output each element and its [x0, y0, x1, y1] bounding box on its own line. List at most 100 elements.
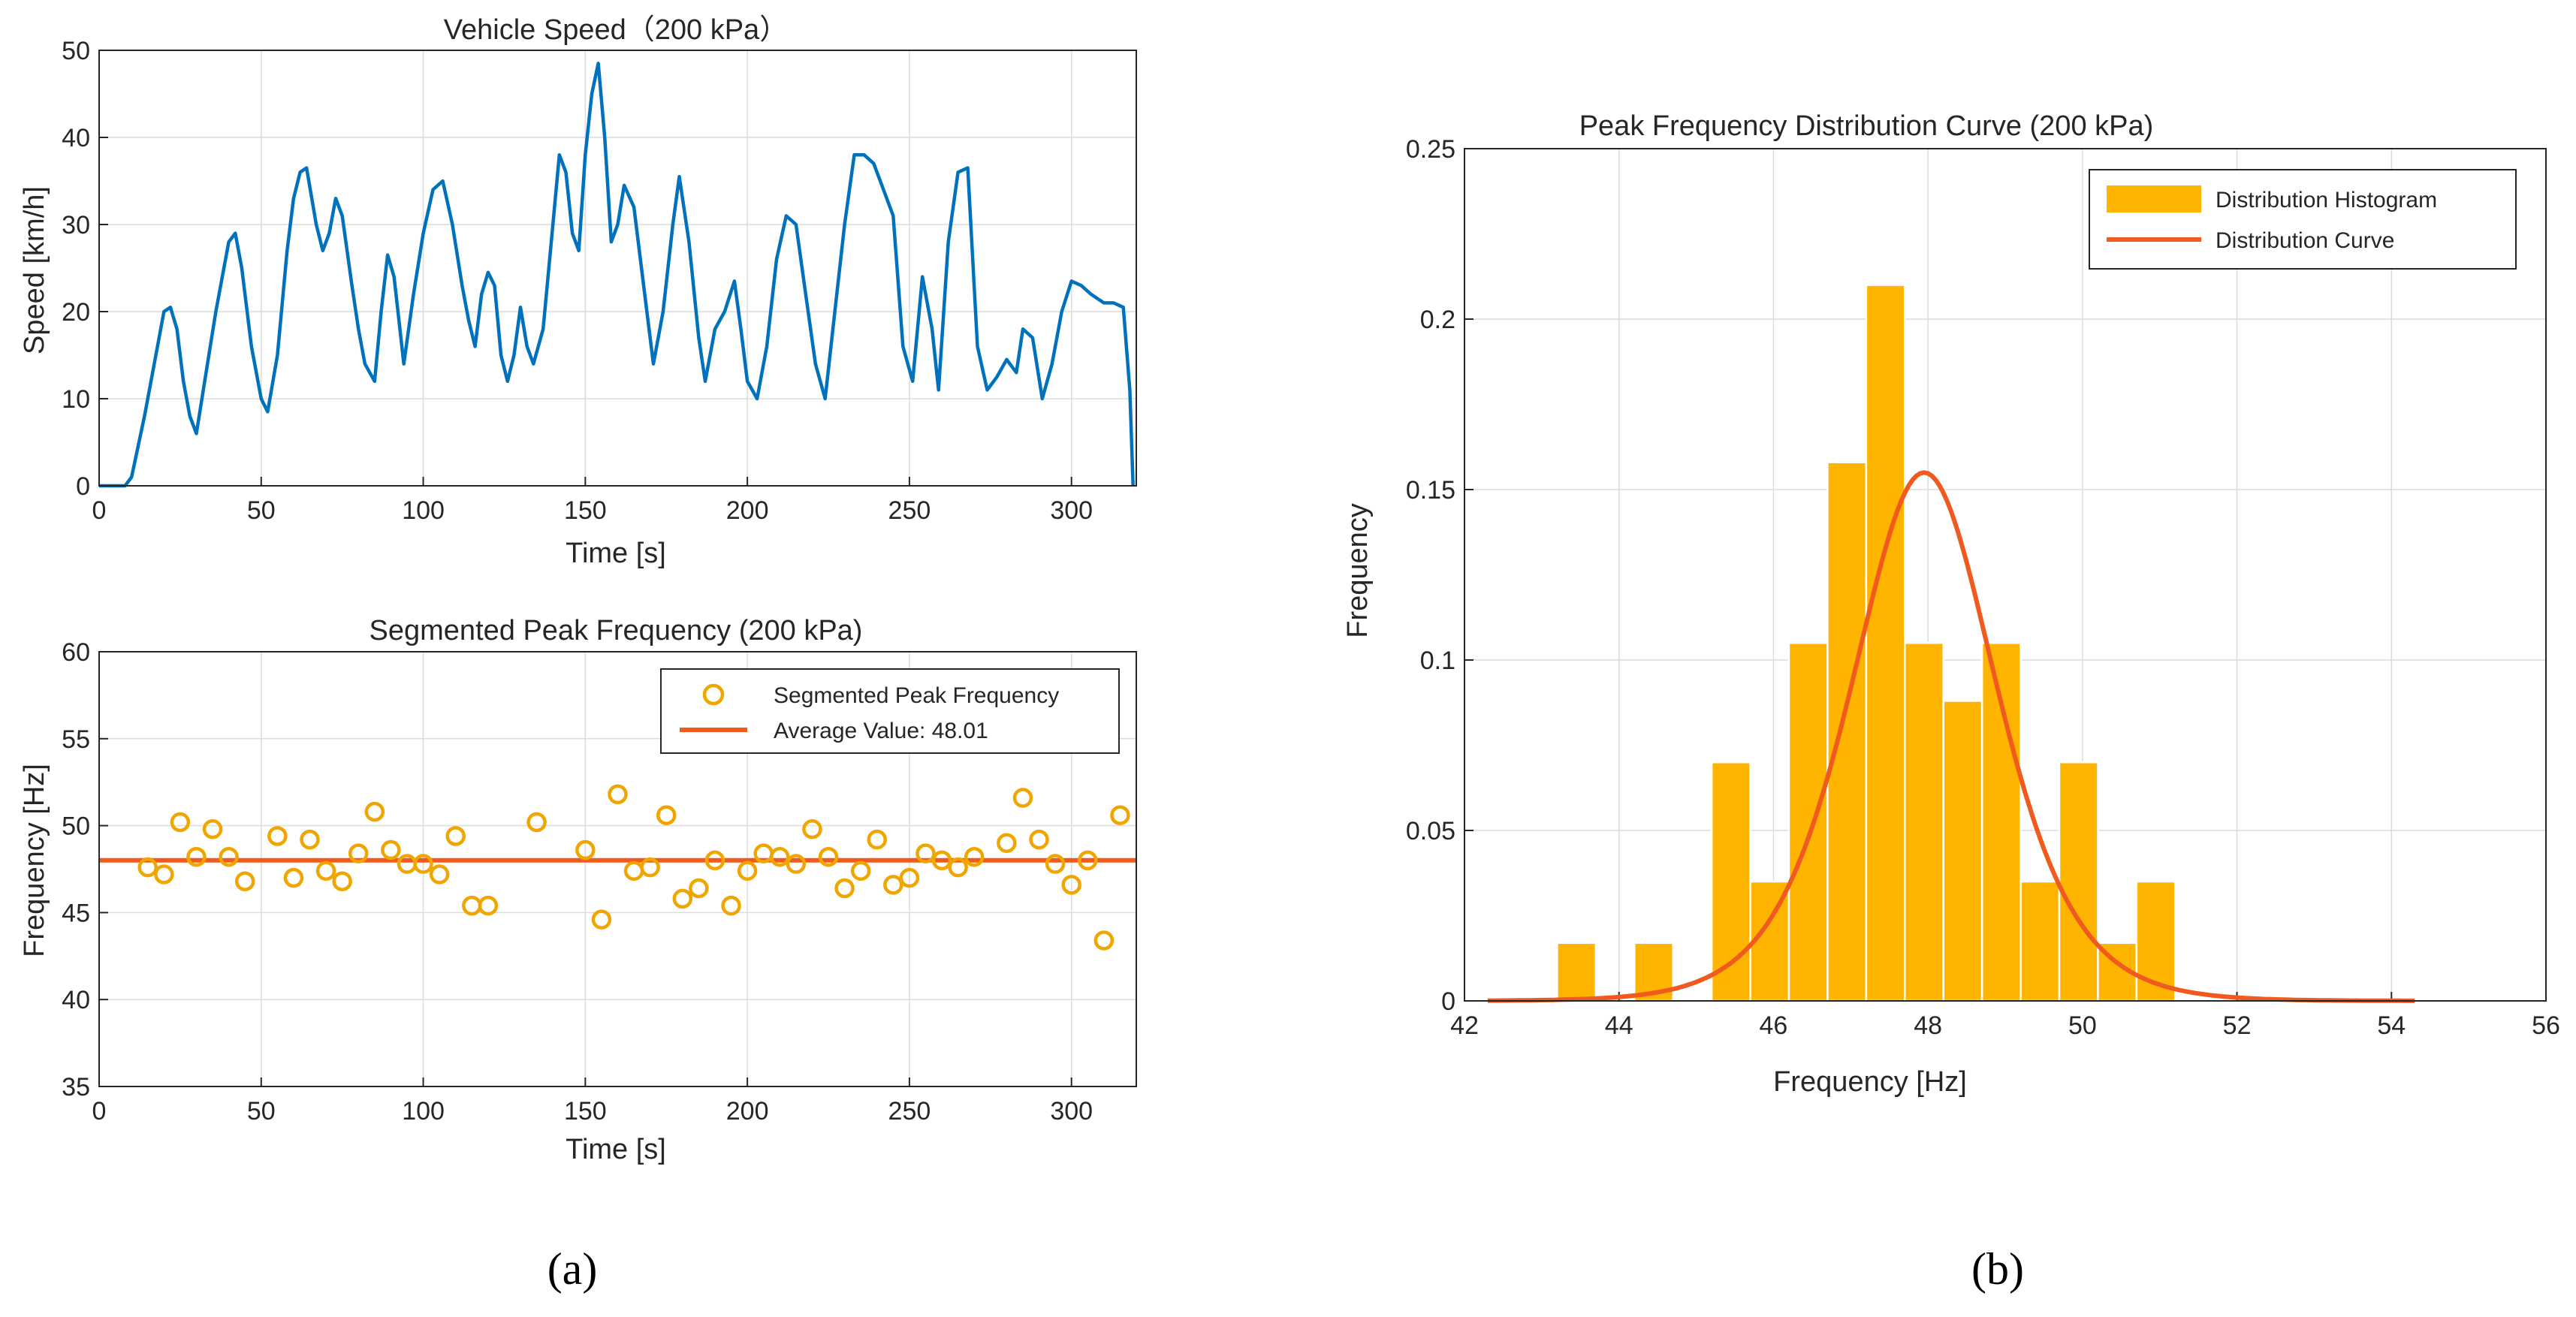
- peak-frequency-point: [267, 826, 288, 846]
- segmented-x-tick-label: 50: [247, 1097, 276, 1126]
- peak-frequency-point: [883, 875, 903, 895]
- peak-frequency-point: [1045, 854, 1066, 874]
- peak-frequency-point: [818, 847, 839, 867]
- segmented-x-tick-label: 150: [564, 1097, 607, 1126]
- distribution-y-tick-label: 0.2: [1420, 306, 1455, 334]
- peak-frequency-point: [672, 888, 693, 909]
- distribution-plot-area: [1487, 284, 2415, 1003]
- peak-frequency-point: [704, 850, 725, 871]
- speed-chart-title: Vehicle Speed（200 kPa）: [444, 14, 788, 46]
- histogram-bar: [1556, 942, 1597, 1002]
- segmented-y-tick-label: 60: [62, 638, 90, 667]
- peak-frequency-point: [1029, 829, 1049, 850]
- segmented-chart: Segmented Peak Frequency (200 kPa) 0 50 10…: [19, 615, 1137, 1165]
- peak-frequency-point: [234, 871, 255, 891]
- distribution-y-tick-label: 0.25: [1406, 135, 1455, 164]
- peak-frequency-point: [154, 864, 174, 885]
- segmented-y-axis-label: Frequency [Hz]: [19, 764, 50, 957]
- distribution-x-tick-label: 42: [1450, 1011, 1479, 1040]
- distribution-x-tick-label: 56: [2532, 1011, 2560, 1040]
- panel-label-a: (a): [547, 1244, 598, 1294]
- speed-x-tick-label: 0: [92, 496, 107, 525]
- peak-frequency-point: [623, 860, 644, 882]
- distribution-legend-box: [2089, 169, 2517, 270]
- histogram-bar: [1980, 642, 2022, 1002]
- peak-frequency-point: [931, 850, 952, 871]
- peak-frequency-point: [381, 839, 401, 860]
- peak-frequency-point: [737, 860, 758, 882]
- peak-frequency-point: [802, 818, 822, 839]
- legend-entry-curve: Distribution Curve: [2216, 228, 2394, 253]
- distribution-chart: Peak Frequency Distribution Curve (200 k…: [1342, 110, 2560, 1098]
- speed-x-axis-label: Time [s]: [566, 538, 666, 569]
- segmented-y-tick-label: 55: [62, 725, 90, 754]
- peak-frequency-point: [1078, 850, 1098, 871]
- segmented-x-tick-label: 300: [1050, 1097, 1093, 1126]
- peak-frequency-point: [915, 843, 936, 863]
- distribution-y-tick-label: 0: [1441, 987, 1455, 1016]
- peak-frequency-point: [997, 833, 1017, 854]
- histogram-bar: [1942, 700, 1983, 1002]
- legend-entry-average: Average Value: 48.01: [774, 719, 988, 743]
- speed-x-tick-label: 300: [1050, 496, 1093, 525]
- legend-entry-histogram: Distribution Histogram: [2216, 188, 2437, 212]
- speed-y-tick-label: 30: [62, 211, 90, 240]
- peak-frequency-point: [1012, 788, 1033, 808]
- distribution-y-tick-label: 0.15: [1406, 476, 1455, 505]
- segmented-x-tick-label: 100: [402, 1097, 445, 1126]
- segmented-x-tick-label: 250: [888, 1097, 931, 1126]
- distribution-y-tick-label: 0.1: [1420, 646, 1455, 675]
- peak-frequency-point: [575, 839, 596, 860]
- speed-y-tick-label: 20: [62, 298, 90, 327]
- peak-frequency-point: [429, 864, 450, 885]
- speed-chart: Vehicle Speed（200 kPa） 0 50 100 150 200 250 30…: [19, 14, 1137, 569]
- segmented-chart-title: Segmented Peak Frequency (200 kPa): [370, 615, 863, 646]
- peak-frequency-point: [445, 826, 466, 846]
- segmented-x-tick-label: 0: [92, 1097, 107, 1126]
- peak-frequency-point: [834, 878, 855, 899]
- peak-frequency-point: [300, 829, 320, 850]
- legend-histogram-swatch-icon: [2107, 185, 2201, 212]
- peak-frequency-point: [219, 847, 239, 867]
- peak-frequency-point: [899, 867, 920, 888]
- peak-frequency-point: [283, 867, 304, 888]
- histogram-bar: [2058, 761, 2099, 1002]
- peak-frequency-point: [186, 847, 207, 867]
- distribution-x-tick-label: 54: [2377, 1011, 2406, 1040]
- peak-frequency-point: [315, 860, 336, 882]
- distribution-y-axis-label: Frequency: [1342, 503, 1374, 638]
- peak-frequency-point: [786, 854, 807, 874]
- peak-frequency-point: [770, 847, 790, 867]
- segmented-legend-box: [660, 668, 1120, 754]
- peak-frequency-point: [364, 801, 385, 822]
- speed-x-tick-label: 150: [564, 496, 607, 525]
- segmented-y-tick-label: 50: [62, 812, 90, 841]
- peak-frequency-point: [948, 857, 968, 878]
- distribution-tick-labels: 42 44 46 48 50 52 54 56 0 0.05 0.1 0.15 0.2 0.25: [1406, 135, 2560, 1040]
- histogram-bar: [1865, 284, 1906, 1002]
- distribution-x-tick-label: 50: [2068, 1011, 2097, 1040]
- peak-frequency-point: [413, 854, 433, 874]
- distribution-legend: Distribution Histogram Distribution Curv…: [2089, 169, 2517, 270]
- peak-frequency-point: [1093, 930, 1115, 951]
- peak-frequency-point: [689, 878, 709, 899]
- segmented-x-axis-label: Time [s]: [566, 1134, 666, 1165]
- speed-series-line: [99, 62, 1135, 488]
- histogram-bar: [1710, 761, 1751, 1002]
- speed-x-tick-label: 250: [888, 496, 931, 525]
- segmented-legend: Segmented Peak Frequency Average Value: …: [660, 668, 1120, 754]
- peak-frequency-point: [964, 847, 985, 867]
- peak-frequency-point: [332, 871, 352, 891]
- distribution-curve-line: [1487, 470, 2415, 1003]
- histogram-bar: [1787, 642, 1829, 1002]
- peak-frequency-point: [170, 812, 191, 833]
- speed-x-tick-label: 200: [726, 496, 769, 525]
- histogram-bar: [1826, 461, 1868, 1002]
- distribution-axes-box: [1464, 148, 2547, 1002]
- speed-plot-area: [99, 62, 1135, 488]
- peak-frequency-point: [526, 812, 547, 833]
- distribution-chart-title: Peak Frequency Distribution Curve (200 k…: [1579, 110, 2154, 142]
- speed-axes-box: [98, 50, 1137, 487]
- peak-frequency-point: [137, 857, 158, 878]
- peak-frequency-point: [850, 860, 871, 882]
